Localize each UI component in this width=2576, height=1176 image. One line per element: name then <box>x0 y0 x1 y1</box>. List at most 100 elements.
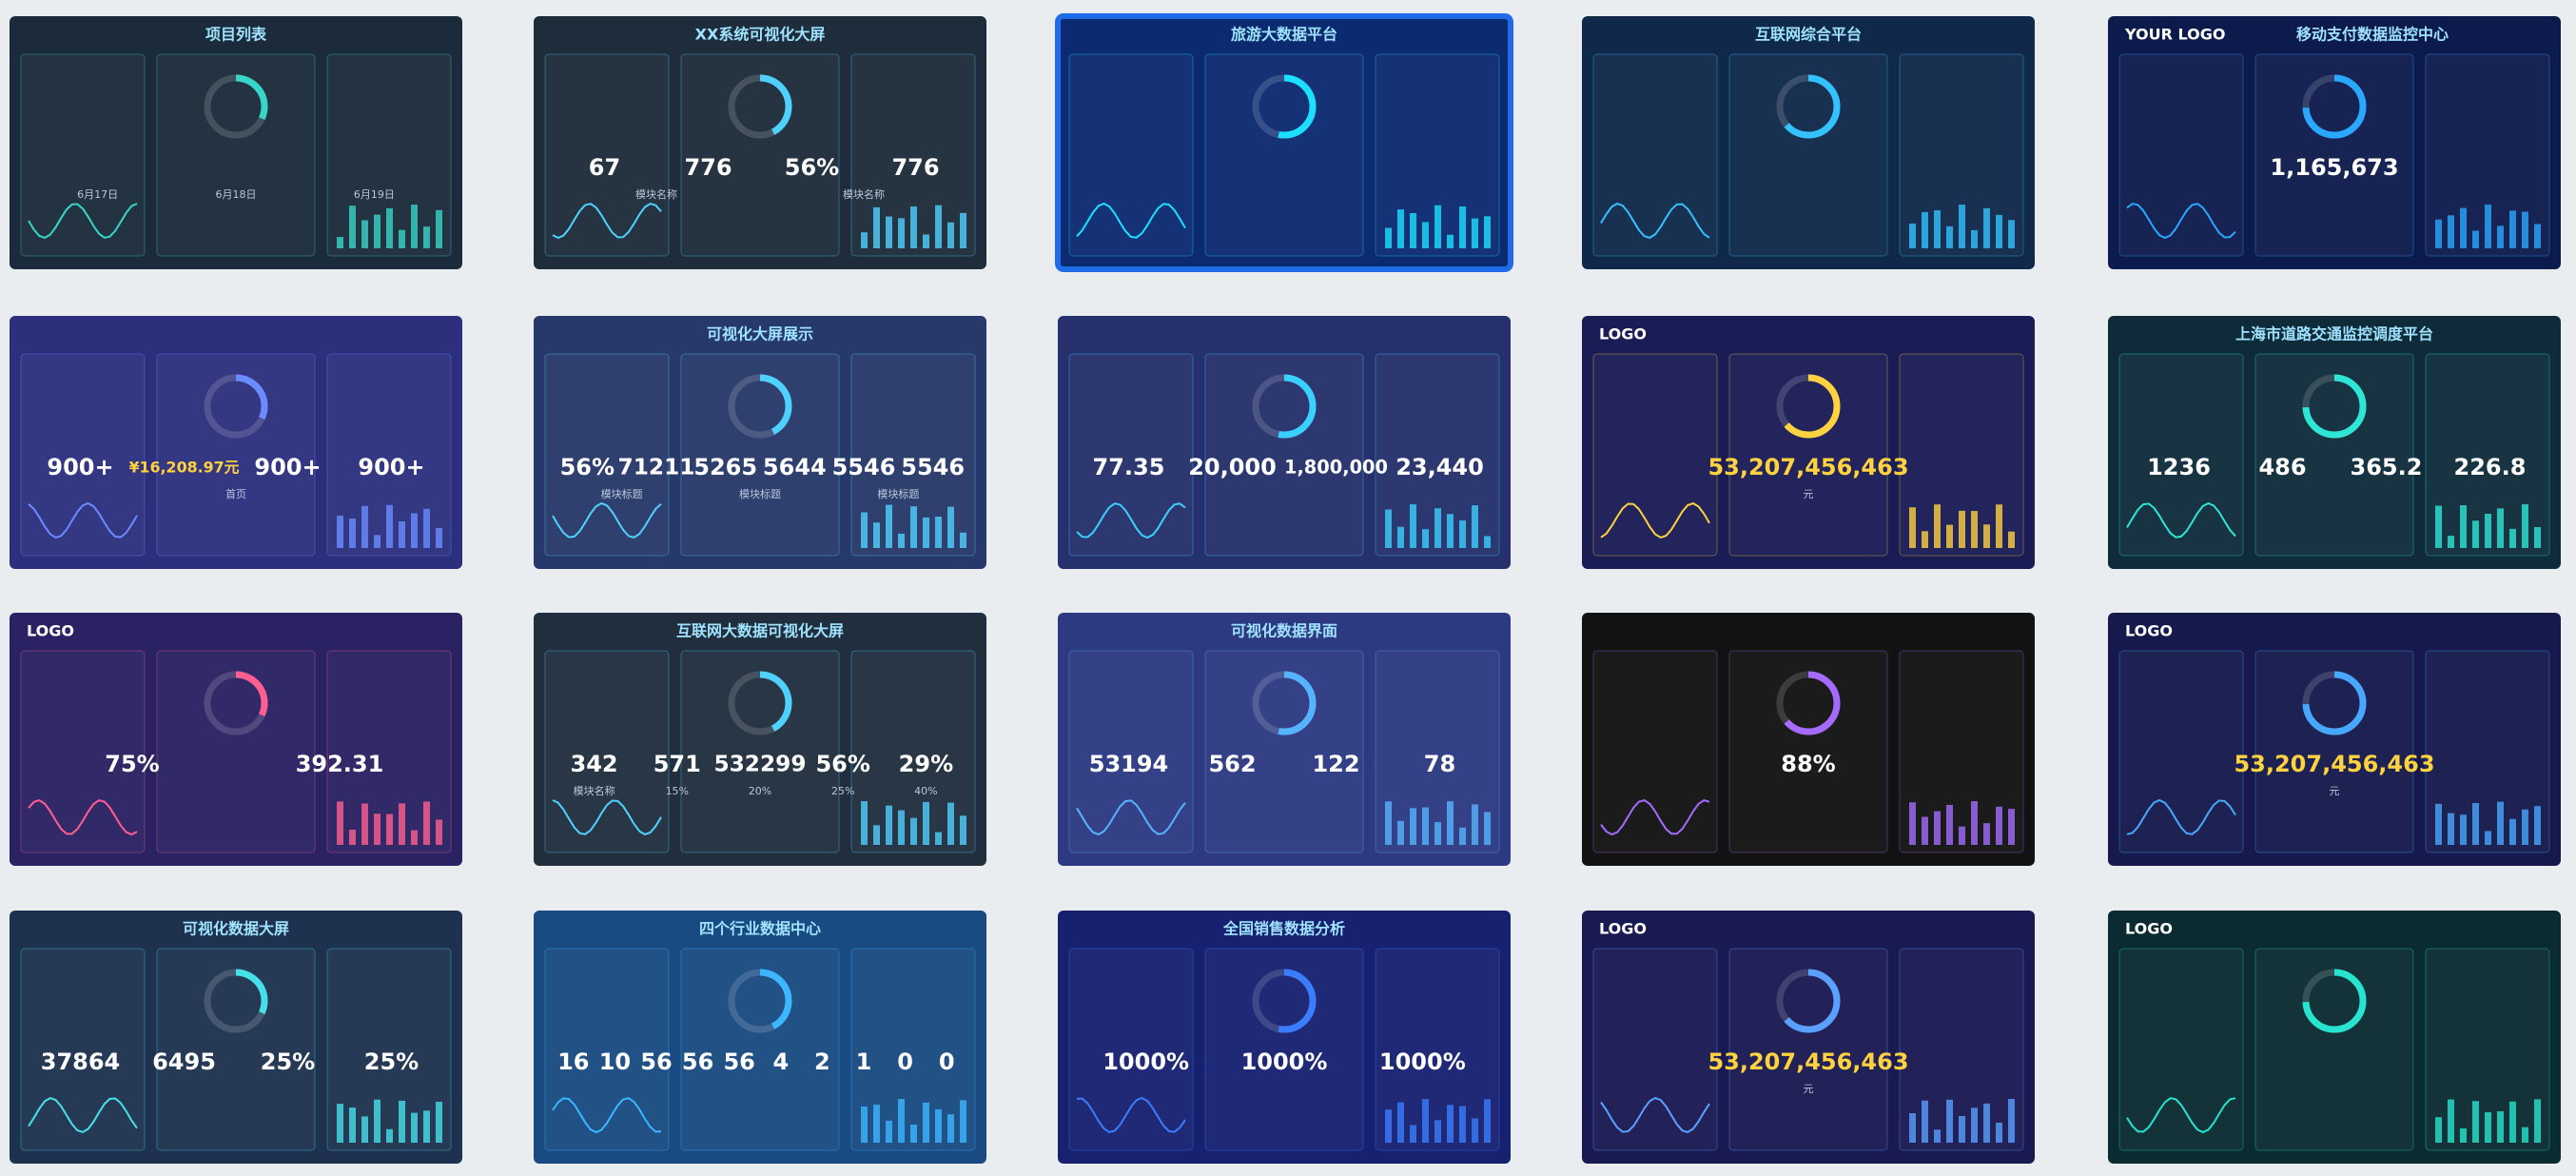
deco-bar <box>374 1099 381 1143</box>
dashboard-thumbnail[interactable]: XX系统可视化大屏 67 776 56% 776 模块名称 模块名称 <box>534 16 986 269</box>
deco-bar <box>1397 526 1404 548</box>
deco-bar <box>2472 230 2479 248</box>
deco-bar <box>1385 509 1392 548</box>
dashboard-thumbnail[interactable]: 互联网大数据可视化大屏 342 571 532299 56% 29% 模块名称 15% 20% 2… <box>534 613 986 866</box>
thumbnail-title: 可视化大屏展示 <box>707 325 813 343</box>
deco-ring <box>1252 74 1317 139</box>
panel <box>2254 53 2414 257</box>
deco-bar <box>436 528 442 548</box>
figure: 53,207,456,463 <box>2234 751 2434 777</box>
figure: 1000% <box>1103 1049 1189 1075</box>
deco-wave <box>552 1097 662 1134</box>
panel <box>1592 53 1718 257</box>
panel <box>1899 948 2024 1151</box>
dashboard-thumbnail[interactable]: 900+ ¥16,208.97元 900+ 900+ 首页 <box>10 316 462 569</box>
dashboard-thumbnail[interactable]: 全国销售数据分析 1000% 1000% 1000% <box>1058 911 1511 1164</box>
panel <box>326 53 452 257</box>
deco-bar <box>2435 803 2442 845</box>
deco-bar <box>1934 1129 1941 1143</box>
dashboard-thumbnail[interactable]: 项目列表 6月17日 6月18日 6月19日 <box>10 16 462 269</box>
deco-bar <box>399 229 405 248</box>
deco-bar <box>2522 1127 2528 1143</box>
dashboard-thumbnail[interactable]: 可视化大屏展示56% 712115265 5644 5546 5546模块标题 模块标题模… <box>534 316 986 569</box>
thumbnail-bg <box>2108 316 2561 569</box>
thumbnail-bg <box>1582 613 2035 866</box>
deco-bar <box>1909 223 1916 248</box>
panel <box>2118 650 2244 853</box>
dashboard-thumbnail[interactable]: LOGO 53,207,456,463 元 <box>1582 316 2035 569</box>
dashboard-thumbnail[interactable]: 可视化数据界面 53194 562 122 78 <box>1058 613 1511 866</box>
deco-bar <box>910 206 917 248</box>
figure: 53,207,456,463 <box>1708 454 1908 480</box>
deco-bar <box>2497 801 2504 845</box>
figure: 56 <box>682 1049 713 1075</box>
dashboard-thumbnail[interactable]: LOGO 75% 392.31 <box>10 613 462 866</box>
deco-bar <box>873 522 880 548</box>
thumbnail-title: 全国销售数据分析 <box>1222 920 1345 938</box>
deco-bar <box>2460 1127 2467 1143</box>
deco-wave <box>1600 799 1710 836</box>
figure: 900+ <box>47 454 113 480</box>
dashboard-thumbnail[interactable]: 互联网综合平台 <box>1582 16 2035 269</box>
deco-bar <box>423 1110 430 1143</box>
dashboard-thumbnail[interactable]: 旅游大数据平台 <box>1055 13 1513 272</box>
dashboard-thumbnail[interactable]: LOGO 53,207,456,463 元 <box>2108 613 2561 866</box>
dashboard-thumbnail[interactable]: 可视化数据大屏 37864 6495 25% 25% <box>10 911 462 1164</box>
thumbnail-title: 上海市道路交通监控调度平台 <box>2235 325 2433 343</box>
panel <box>1899 353 2024 557</box>
deco-bar <box>1983 207 1990 248</box>
panel <box>20 353 146 557</box>
logo: LOGO <box>1599 325 1647 343</box>
deco-bar <box>910 506 917 548</box>
deco-bar <box>2509 528 2516 548</box>
deco-ring <box>204 969 268 1033</box>
deco-bar <box>2497 225 2504 248</box>
panel <box>1375 53 1500 257</box>
deco-bar <box>1385 1109 1392 1143</box>
deco-bar <box>386 207 393 248</box>
dashboard-thumbnail[interactable]: LOGO 53,207,456,463 元 <box>1582 911 2035 1164</box>
figure: 0 <box>939 1049 955 1075</box>
dashboard-thumbnail[interactable]: 77.35 20,000 1,800,000 23,440 <box>1058 316 1511 569</box>
dashboard-thumbnail[interactable]: 上海市道路交通监控调度平台 1236 486 365.2 226.8 <box>2108 316 2561 569</box>
deco-ring <box>204 374 268 439</box>
deco-wave <box>2126 1097 2236 1134</box>
panel <box>544 53 670 257</box>
deco-bar <box>1946 1099 1953 1143</box>
deco-bar <box>1934 504 1941 548</box>
deco-ring <box>2302 969 2367 1033</box>
deco-wave <box>1600 1096 1710 1133</box>
deco-bar <box>423 226 430 248</box>
deco-bar <box>2008 531 2015 548</box>
deco-bar <box>423 801 430 845</box>
figure: 25% <box>364 1049 419 1075</box>
panel <box>20 948 146 1151</box>
figure: 776 <box>891 154 939 181</box>
panel <box>850 53 976 257</box>
figure: 56% <box>560 454 615 480</box>
deco-bar <box>399 520 405 548</box>
label: 模块标题 <box>739 487 781 500</box>
thumbnail-title: 互联网综合平台 <box>1755 26 1862 44</box>
deco-bar <box>873 206 880 248</box>
dashboard-thumbnail[interactable]: LOGO <box>2108 911 2561 1164</box>
deco-bar <box>1946 804 1953 845</box>
panel <box>1899 650 2024 853</box>
thumbnail-bg <box>1058 911 1511 1164</box>
deco-bar <box>2522 211 2528 248</box>
thumbnail-title: 四个行业数据中心 <box>699 920 821 938</box>
deco-ring <box>1252 671 1317 735</box>
label: 元 <box>1804 488 1814 500</box>
dashboard-thumbnail[interactable]: 88% <box>1582 613 2035 866</box>
figure: 20,000 <box>1188 454 1277 480</box>
figure: 1000% <box>1241 1049 1328 1075</box>
dashboard-thumbnail[interactable]: YOUR LOGO 移动支付数据监控中心 1,165,673 <box>2108 16 2561 269</box>
deco-bar <box>337 515 343 548</box>
deco-bar <box>1996 214 2002 248</box>
panel <box>544 948 670 1151</box>
deco-bar <box>2448 813 2454 845</box>
label: 25% <box>831 785 854 797</box>
deco-wave <box>1600 202 1710 239</box>
